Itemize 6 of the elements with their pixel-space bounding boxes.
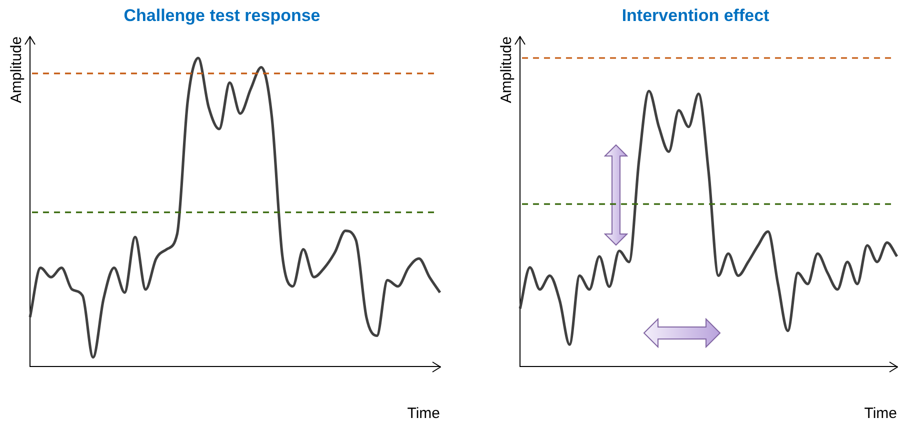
x-axis-title: Time — [864, 405, 897, 422]
chart-title: Intervention effect — [622, 6, 770, 25]
y-axis-title: Amplitude — [498, 36, 516, 104]
chart-title: Challenge test response — [124, 6, 320, 25]
y-axis-title: Amplitude — [8, 36, 26, 104]
x-axis-title: Time — [407, 405, 440, 422]
